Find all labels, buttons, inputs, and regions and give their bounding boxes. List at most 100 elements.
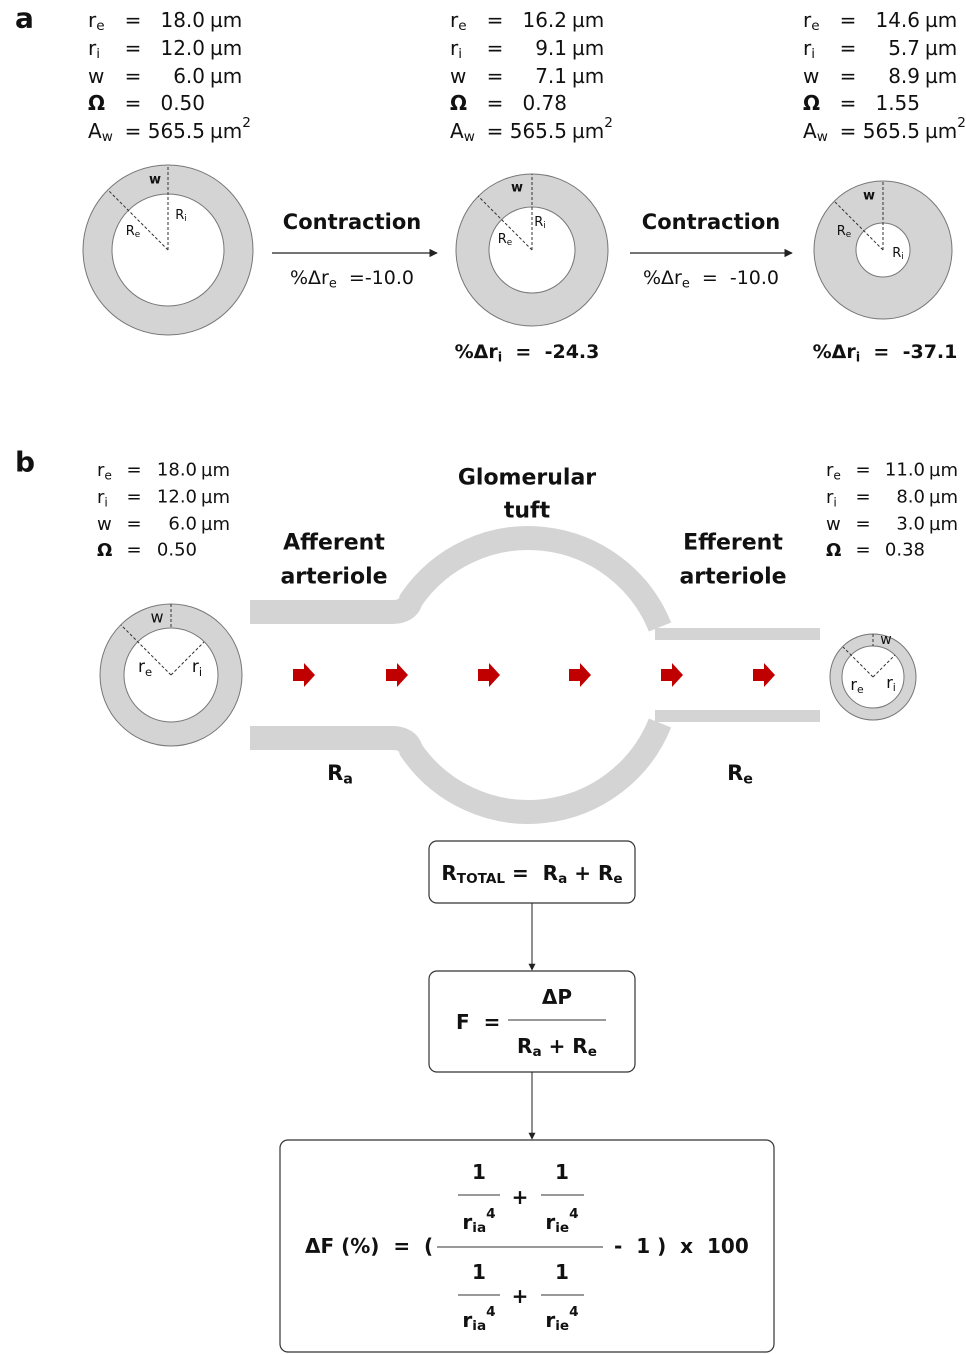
param-value: 7.1 [535,64,567,88]
param-symbol: ri [88,36,100,62]
text-run: ie [555,1318,569,1334]
text-run: e [588,1044,597,1060]
text-run: TOTAL [457,871,506,887]
text-run: i [184,214,186,224]
figure: abre=18.0µmri=12.0µmw=6.0µmΩ=0.50Aw=565.… [0,0,966,1354]
text-run: = -10.0 [690,267,779,289]
param-equals: = [840,8,857,32]
param-equals: = [855,514,870,535]
param-value: 14.6 [875,8,920,32]
param-unit: µm [201,514,230,535]
param-symbol: re [97,460,112,483]
param-symbol: w [88,64,104,88]
text-run: w [102,129,113,145]
text-run: ia [472,1318,486,1334]
param-equals: = [487,119,504,143]
param-equals: = [855,487,870,508]
text-run: i [543,221,545,231]
text-run: %Δr [455,341,499,363]
formula: F = [456,1010,500,1034]
param-unit: µm [210,36,242,60]
text-run: µm [210,36,242,60]
text-run: e [682,276,690,291]
text-run: r [545,1210,555,1234]
text-run: 2 [242,115,251,131]
text-run: i [833,495,836,509]
formula: 1 [472,1260,486,1284]
text-run: 4 [569,1206,578,1222]
text-run: a [532,1044,541,1060]
param-symbol: Ω [97,540,112,561]
param-value: 16.2 [522,8,567,32]
param-equals: = [125,8,142,32]
text-run: Ω [450,91,467,115]
param-unit: µm2 [572,115,613,143]
ring-label: w [863,189,875,204]
param-unit: µm [201,460,230,481]
panel-label: a [15,2,34,35]
vessel-wall [250,723,660,812]
param-equals: = [487,8,504,32]
region-label: arteriole [679,565,786,590]
param-unit: µm [929,460,958,481]
param-symbol: w [450,64,466,88]
param-value: 18.0 [157,460,197,481]
text-run: µm [201,460,230,481]
resistance-label: Ra [327,761,353,787]
param-value: 565.5 [148,119,205,143]
text-run: 4 [486,1304,495,1320]
param-value: 565.5 [863,119,920,143]
text-run: e [833,468,841,482]
param-symbol: Ω [450,91,467,115]
param-equals: = [487,64,504,88]
region-label: Efferent [683,531,783,556]
text-run: w [803,64,819,88]
param-symbol: Ω [803,91,820,115]
transition-title: Contraction [642,210,780,234]
text-run: 2 [604,115,613,131]
param-equals: = [855,540,870,561]
text-run: µm [572,8,604,32]
formula: ΔP [542,985,572,1009]
text-run: µm [925,8,957,32]
text-run: e [811,18,819,34]
text-run: i [96,46,100,62]
region-label: tuft [504,499,551,524]
text-run: a [343,771,353,787]
text-run: R [837,224,846,239]
flow-arrow [293,663,315,687]
param-unit: µm2 [925,115,966,143]
text-run: Ω [826,540,841,561]
ring-label: w [880,632,891,648]
param-unit: µm [572,8,604,32]
param-value: 8.9 [888,64,920,88]
param-unit: µm [201,487,230,508]
text-run: w [817,129,828,145]
param-equals: = [840,91,857,115]
param-value: 9.1 [535,36,567,60]
text-run: µm [210,119,242,143]
param-equals: = [840,119,857,143]
region-label: Glomerular [458,466,596,491]
param-value: 0.38 [885,540,925,561]
resistance-label: Re [727,761,753,787]
text-run: µm [210,64,242,88]
text-run: + R [542,1034,588,1058]
text-run: A [803,119,817,143]
text-run: e [329,276,337,291]
region-label: Afferent [283,531,385,556]
param-unit: µm [929,514,958,535]
text-run: %Δr [290,267,329,289]
text-run: i [901,252,903,262]
region-label: arteriole [280,565,387,590]
text-run: r [462,1210,472,1234]
text-run: i [811,46,815,62]
text-run: ia [472,1220,486,1236]
text-run: Ω [97,540,112,561]
text-run: i [893,680,896,693]
param-equals: = [126,540,141,561]
text-run: i [458,46,462,62]
param-value: 11.0 [885,460,925,481]
text-run: µm [925,36,957,60]
text-run: 2 [957,115,966,131]
